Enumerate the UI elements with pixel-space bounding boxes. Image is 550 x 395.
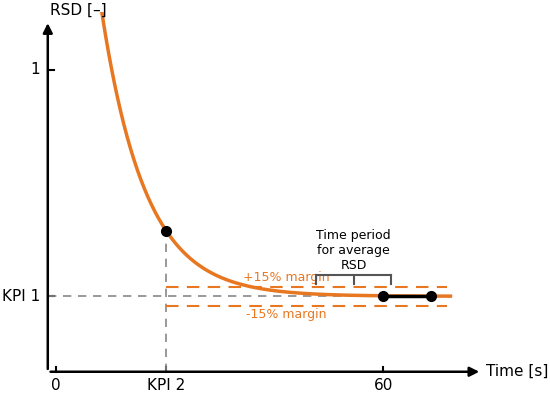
- Text: -15% margin: -15% margin: [246, 308, 327, 321]
- Text: KPI 1: KPI 1: [2, 289, 40, 304]
- Text: 0: 0: [51, 378, 60, 393]
- Text: 1: 1: [30, 62, 40, 77]
- Text: KPI 2: KPI 2: [147, 378, 185, 393]
- Text: Time period
for average
RSD: Time period for average RSD: [316, 229, 391, 272]
- Text: RSD [–]: RSD [–]: [50, 2, 106, 17]
- Text: Time [s]: Time [s]: [486, 364, 548, 379]
- Text: +15% margin: +15% margin: [243, 271, 330, 284]
- Text: 60: 60: [373, 378, 393, 393]
